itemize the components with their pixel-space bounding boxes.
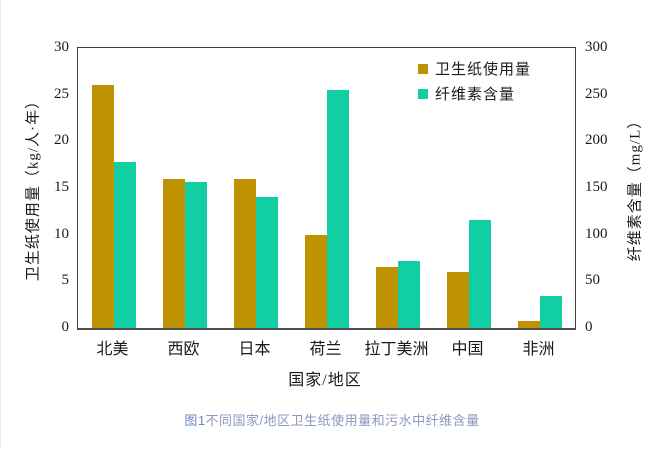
bar-usage [446, 272, 469, 328]
figure-caption: 图1不同国家/地区卫生纸使用量和污水中纤维含量 [1, 410, 662, 429]
y-tick-label-left: 25 [54, 85, 69, 102]
legend-item-usage: 卫生纸使用量 [418, 59, 531, 78]
figure-caption-text: 不同国家/地区卫生纸使用量和污水中纤维含量 [205, 413, 480, 428]
figure-caption-number: 图1 [184, 413, 206, 428]
legend-label-cellulose: 纤维素含量 [435, 87, 516, 103]
legend-label-usage: 卫生纸使用量 [435, 62, 532, 78]
x-axis-title: 国家/地区 [288, 372, 362, 389]
legend: 卫生纸使用量 纤维素含量 [418, 59, 531, 103]
bar-cellulose [113, 161, 136, 328]
bar-cellulose [539, 296, 562, 328]
x-tick-label: 西欧 [167, 341, 200, 358]
x-tick-label: 北美 [96, 341, 129, 358]
x-tick-label: 日本 [238, 341, 271, 358]
bar-cellulose [184, 182, 207, 328]
bar-cellulose [397, 260, 420, 328]
x-tick-label: 非洲 [522, 341, 555, 358]
bar-cellulose [326, 90, 349, 328]
y-tick-label-right: 50 [585, 272, 600, 289]
bar-usage [162, 178, 185, 328]
x-tick-label: 荷兰 [309, 341, 342, 358]
x-tick-label: 拉丁美洲 [364, 341, 429, 358]
plot-area [77, 47, 576, 330]
bar-usage [91, 85, 114, 328]
bar-cellulose [255, 197, 278, 328]
y-tick-label-left: 30 [54, 39, 69, 55]
bar-usage [304, 234, 327, 328]
bar-usage [517, 320, 540, 328]
bar-cellulose [468, 219, 491, 328]
bar-usage [233, 178, 256, 328]
y-tick-label-right: 200 [585, 132, 608, 149]
y-tick-label-right: 150 [585, 179, 608, 195]
y-tick-label-left: 5 [61, 272, 70, 289]
y-tick-label-left: 10 [54, 225, 69, 242]
legend-swatch-cellulose-icon [418, 88, 428, 99]
legend-swatch-usage-icon [418, 63, 428, 74]
y-tick-label-right: 250 [585, 85, 608, 102]
y-tick-label-left: 0 [61, 319, 70, 335]
bar-usage [375, 267, 398, 328]
y-tick-label-right: 100 [585, 225, 608, 242]
x-tick-label: 中国 [451, 341, 484, 358]
legend-item-cellulose: 纤维素含量 [418, 84, 531, 103]
y-tick-label-right: 300 [585, 39, 608, 55]
y-tick-label-right: 0 [585, 319, 593, 335]
y-tick-label-left: 20 [54, 132, 69, 149]
y-tick-label-left: 15 [54, 179, 69, 195]
